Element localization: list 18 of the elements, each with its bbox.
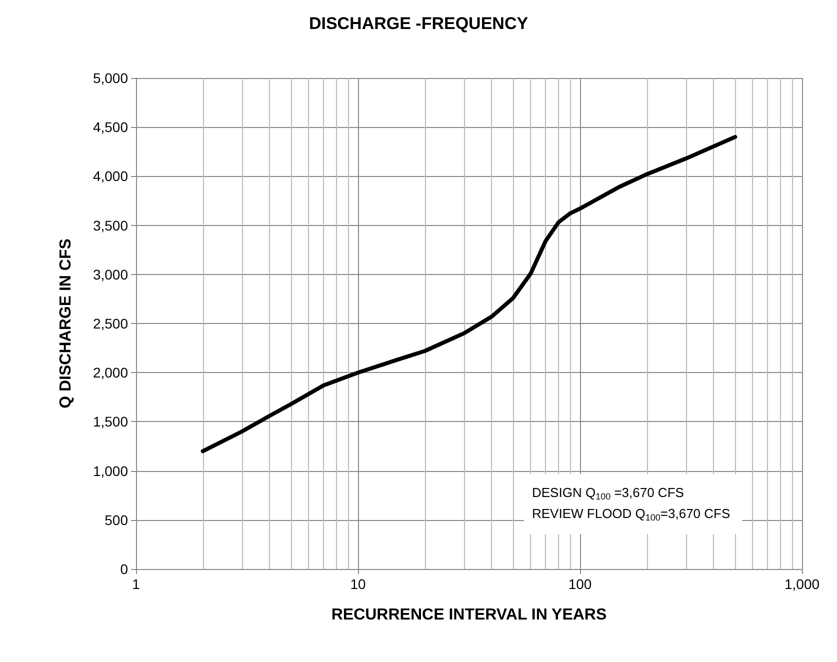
y-tick-label: 3,500	[92, 217, 128, 234]
x-axis-title: RECURRENCE INTERVAL IN YEARS	[331, 606, 607, 624]
chart-title: DISCHARGE -FREQUENCY	[308, 14, 529, 33]
x-tick-label: 1,000	[784, 576, 820, 592]
y-axis-title: Q DISCHARGE IN CFS	[58, 238, 74, 408]
y-tick-label: 4,500	[92, 119, 128, 136]
y-tick-label: 500	[104, 512, 128, 528]
y-tick-label: 5,000	[92, 70, 128, 86]
y-tick-label: 2,000	[92, 364, 128, 381]
y-tick-label: 0	[120, 561, 128, 577]
y-tick-label: 4,000	[92, 168, 128, 184]
y-tick-label: 1,000	[92, 462, 128, 479]
y-tick-label: 1,500	[92, 414, 128, 430]
x-tick-label: 1	[132, 576, 140, 592]
x-tick-label: 100	[568, 576, 592, 592]
y-tick-label: 2,500	[92, 316, 128, 332]
x-tick-label: 10	[350, 576, 366, 592]
y-tick-label: 3,000	[92, 266, 128, 282]
